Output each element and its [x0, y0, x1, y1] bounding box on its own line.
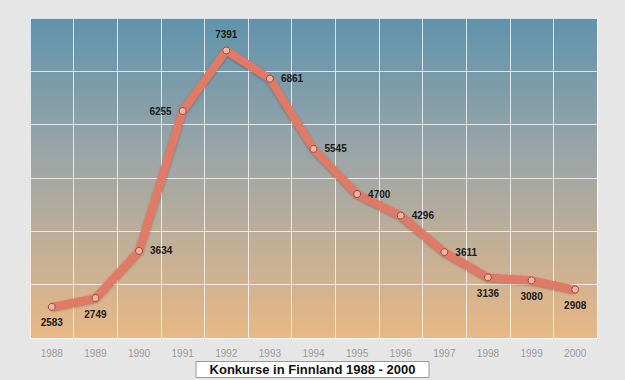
svg-text:7391: 7391 — [215, 29, 238, 40]
svg-text:1999: 1999 — [520, 348, 543, 359]
svg-text:5545: 5545 — [325, 143, 348, 154]
svg-text:1994: 1994 — [302, 348, 325, 359]
svg-text:6861: 6861 — [281, 73, 304, 84]
svg-text:1991: 1991 — [172, 348, 195, 359]
svg-text:6255: 6255 — [149, 106, 172, 117]
svg-text:2749: 2749 — [84, 309, 107, 320]
svg-text:1992: 1992 — [215, 348, 238, 359]
svg-text:2000: 2000 — [564, 348, 587, 359]
svg-text:1993: 1993 — [259, 348, 282, 359]
svg-text:2583: 2583 — [41, 317, 64, 328]
svg-text:4296: 4296 — [412, 210, 435, 221]
svg-text:1995: 1995 — [346, 348, 369, 359]
svg-text:1996: 1996 — [390, 348, 413, 359]
svg-text:3080: 3080 — [520, 291, 543, 302]
svg-text:1997: 1997 — [433, 348, 456, 359]
svg-text:3611: 3611 — [455, 247, 477, 258]
svg-text:3136: 3136 — [477, 288, 500, 299]
svg-text:1989: 1989 — [84, 348, 107, 359]
svg-text:Konkurse in Finnland 1988 - 20: Konkurse in Finnland 1988 - 2000 — [210, 362, 416, 377]
svg-text:1998: 1998 — [477, 348, 500, 359]
svg-text:4700: 4700 — [368, 189, 391, 200]
svg-text:3634: 3634 — [150, 245, 173, 256]
svg-text:1990: 1990 — [128, 348, 151, 359]
svg-text:1988: 1988 — [41, 348, 64, 359]
svg-text:2908: 2908 — [564, 300, 587, 311]
